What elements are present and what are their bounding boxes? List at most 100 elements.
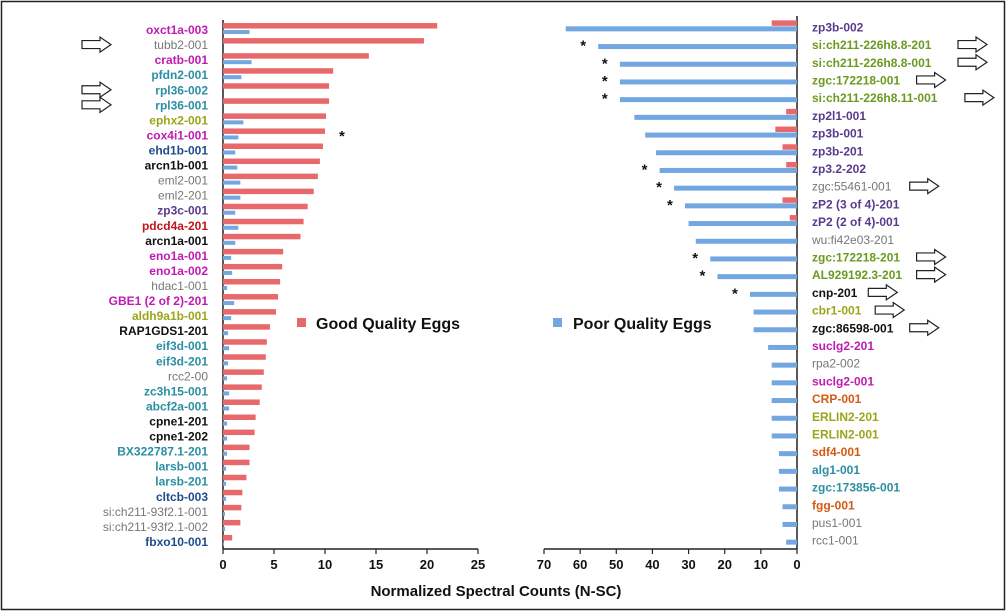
poor-bar-oxct1a-003 bbox=[223, 30, 250, 35]
good-bar-rpl36-002 bbox=[223, 83, 330, 89]
poor-bar-si-ch211-226h8-11-001 bbox=[619, 97, 797, 103]
left-x-tick-label-5: 5 bbox=[270, 557, 277, 572]
left-category-label-cpne1-202: cpne1-202 bbox=[149, 430, 208, 444]
right-category-label-alg1-001: alg1-001 bbox=[812, 463, 860, 477]
good-bar-gbe1-2-of-2-201 bbox=[223, 294, 279, 300]
poor-bar-crp-001 bbox=[771, 398, 797, 404]
legend-label-good: Good Quality Eggs bbox=[316, 316, 460, 333]
poor-bar-eno1a-002 bbox=[223, 270, 233, 275]
good-bar-ehd1b-001 bbox=[223, 143, 323, 149]
poor-bar-zp2-2-of-4-001 bbox=[688, 221, 797, 227]
poor-bar-pus1-001 bbox=[782, 521, 797, 527]
right-category-label-suclg2-001: suclg2-001 bbox=[812, 374, 874, 388]
poor-bar-sdf4-001 bbox=[778, 451, 797, 457]
right-category-label-zp2l1-001: zp2l1-001 bbox=[812, 109, 866, 123]
right-category-label-zgc-86598-001: zgc:86598-001 bbox=[812, 321, 894, 335]
poor-bar-cox4i1-001 bbox=[223, 135, 239, 140]
left-category-label-si-ch211-93f2-1-001: si:ch211-93f2.1-001 bbox=[103, 505, 209, 519]
right-x-tick-label-10: 10 bbox=[754, 557, 768, 572]
arrow-icon-left-rpl36-001 bbox=[81, 96, 113, 114]
poor-bar-si-ch211-226h8-8-201 bbox=[598, 44, 797, 50]
left-category-label-aldh9a1b-001: aldh9a1b-001 bbox=[132, 309, 208, 323]
significance-star-zp3-2-202: * bbox=[642, 161, 648, 178]
arrow-icon-right-zgc-86598-001 bbox=[909, 319, 940, 337]
poor-bar-zgc-55461-001 bbox=[674, 185, 797, 191]
good-bar-si-ch211-93f2-1-002 bbox=[223, 519, 241, 526]
poor-bar-cpne1-201 bbox=[223, 421, 228, 426]
right-category-label-suclg2-201: suclg2-201 bbox=[812, 339, 874, 353]
good-bar-rcc2-00 bbox=[223, 369, 264, 375]
poor-bar-eif3d-201 bbox=[223, 361, 229, 366]
left-category-label-hdac1-001: hdac1-001 bbox=[151, 279, 208, 293]
right-category-label-fgg-001: fgg-001 bbox=[812, 498, 855, 512]
left-category-label-abcf2a-001: abcf2a-001 bbox=[146, 399, 208, 413]
good-bar-larsb-001 bbox=[223, 459, 250, 466]
poor-bar-zp2l1-001 bbox=[634, 114, 797, 120]
good-bar-fbxo10-001 bbox=[223, 534, 233, 541]
arrow-icon-right-cbr1-001 bbox=[874, 301, 906, 319]
poor-bar-gbe1-2-of-2-201 bbox=[223, 301, 235, 306]
left-category-label-bx322787-1-201: BX322787.1-201 bbox=[117, 445, 208, 459]
arrow-icon-right-zgc-55461-001 bbox=[909, 177, 940, 195]
right-category-label-zgc-173856-001: zgc:173856-001 bbox=[812, 481, 900, 495]
poor-bar-zgc-172218-201 bbox=[710, 256, 797, 262]
poor-bar-eml2-201 bbox=[223, 195, 241, 200]
poor-bar-suclg2-201 bbox=[768, 344, 797, 350]
significance-star-zgc-55461-001: * bbox=[656, 179, 662, 196]
good-bar-rap1gds1-201 bbox=[223, 324, 270, 330]
good-bar-pfdn2-001 bbox=[223, 68, 334, 74]
left-x-tick-label-10: 10 bbox=[318, 557, 332, 572]
poor-bar-arcn1b-001 bbox=[223, 165, 238, 170]
arrow-icon-right-zgc-172218-001 bbox=[915, 71, 947, 89]
right-category-label-zp2-2-of-4-001: zP2 (2 of 4)-001 bbox=[812, 215, 900, 229]
good-bar-arcn1b-001 bbox=[223, 158, 320, 165]
left-category-label-gbe1-2-of-2-201: GBE1 (2 of 2)-201 bbox=[109, 294, 209, 308]
right-category-label-si-ch211-226h8-8-201: si:ch211-226h8.8-201 bbox=[812, 38, 932, 52]
left-category-label-rcc2-00: rcc2-00 bbox=[168, 369, 208, 383]
right-category-label-zgc-172218-201: zgc:172218-201 bbox=[812, 250, 900, 264]
right-category-label-wu-fi42e03-201: wu:fi42e03-201 bbox=[811, 233, 894, 247]
good-bar-zp3c-001 bbox=[223, 203, 308, 210]
poor-bar-fbxo10-001 bbox=[223, 541, 225, 546]
poor-bar-zc3h15-001 bbox=[223, 391, 230, 396]
good-bar-eif3d-001 bbox=[223, 339, 267, 345]
good-bar-zc3h15-001 bbox=[223, 384, 262, 390]
poor-bar-rcc2-00 bbox=[223, 376, 228, 381]
left-category-label-pdcd4a-201: pdcd4a-201 bbox=[142, 219, 208, 233]
right-category-label-rcc1-001: rcc1-001 bbox=[812, 534, 859, 548]
poor-bar-erlin2-201 bbox=[771, 415, 797, 421]
good-bar-zp3b-001 bbox=[775, 126, 797, 133]
poor-bar-si-ch211-93f2-1-002 bbox=[223, 526, 226, 531]
good-bar-eif3d-201 bbox=[223, 354, 266, 360]
left-category-label-eml2-201: eml2-201 bbox=[158, 189, 208, 203]
left-category-label-larsb-201: larsb-201 bbox=[155, 475, 208, 489]
left-x-tick-label-25: 25 bbox=[471, 557, 485, 572]
good-bar-hdac1-001 bbox=[223, 279, 281, 285]
left-category-label-cratb-001: cratb-001 bbox=[155, 53, 209, 67]
right-category-label-si-ch211-226h8-8-001: si:ch211-226h8.8-001 bbox=[812, 56, 932, 70]
good-bar-eno1a-002 bbox=[223, 263, 283, 270]
right-category-label-zp3b-201: zp3b-201 bbox=[812, 144, 864, 158]
good-bar-si-ch211-93f2-1-001 bbox=[223, 504, 242, 511]
good-bar-zp3-2-202 bbox=[786, 161, 797, 168]
significance-star-si-ch211-226h8-8-001: * bbox=[602, 55, 608, 72]
poor-bar-larsb-001 bbox=[223, 466, 227, 471]
poor-bar-erlin2-001 bbox=[771, 433, 797, 439]
right-category-label-zgc-55461-001: zgc:55461-001 bbox=[812, 180, 892, 194]
poor-bar-zp2-3-of-4-201 bbox=[684, 203, 797, 209]
right-category-label-zgc-172218-001: zgc:172218-001 bbox=[812, 73, 900, 87]
poor-bar-eif3d-001 bbox=[223, 346, 230, 351]
significance-star-zgc-172218-201: * bbox=[692, 250, 698, 267]
left-category-label-pfdn2-001: pfdn2-001 bbox=[151, 68, 208, 82]
poor-bar-hdac1-001 bbox=[223, 286, 228, 290]
poor-bar-si-ch211-93f2-1-001 bbox=[223, 511, 226, 516]
poor-bar-zp3b-201 bbox=[656, 150, 797, 156]
poor-bar-pdcd4a-201 bbox=[223, 225, 239, 230]
good-bar-bx322787-1-201 bbox=[223, 444, 250, 451]
poor-bar-larsb-201 bbox=[223, 481, 227, 486]
poor-bar-cbr1-001 bbox=[753, 309, 797, 315]
right-category-label-erlin2-201: ERLIN2-201 bbox=[812, 410, 879, 424]
left-category-label-fbxo10-001: fbxo10-001 bbox=[145, 535, 208, 549]
poor-bar-cltcb-003 bbox=[223, 496, 227, 501]
significance-star-si-ch211-226h8-11-001: * bbox=[602, 91, 608, 108]
